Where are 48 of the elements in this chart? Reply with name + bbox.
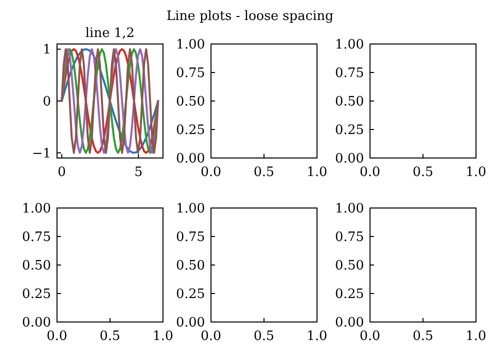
y-tick-label: 0.25	[335, 287, 364, 302]
x-tick-label: 0.5	[412, 165, 434, 180]
y-tick-label: 1.00	[335, 38, 364, 53]
x-tick-label: 0.0	[200, 329, 222, 344]
x-tick-label: 1.0	[152, 329, 174, 344]
y-tick-label: 1	[42, 42, 51, 58]
x-tick-label: 0.5	[100, 329, 120, 344]
y-tick-label: 0	[42, 94, 51, 110]
x-tick-label: 0.5	[254, 329, 274, 344]
x-tick-label: 0.0	[46, 329, 68, 344]
y-tick-label: 0.50	[335, 94, 364, 110]
y-tick-label: 0.75	[176, 230, 205, 246]
y-tick-label: 0.50	[176, 94, 205, 110]
x-tick-label: 1.0	[306, 165, 328, 180]
y-tick-label: 0.25	[176, 123, 205, 138]
y-tick-label: 0.50	[335, 258, 364, 274]
y-tick-label: 1.00	[335, 202, 364, 217]
x-tick-label: 0.0	[360, 165, 380, 180]
x-tick-label: 1.0	[466, 329, 486, 344]
y-tick-label: 0.25	[335, 123, 364, 138]
y-tick-label: 0.00	[335, 316, 364, 331]
y-tick-label: 0.75	[335, 230, 364, 246]
y-tick-label: 0.00	[335, 152, 364, 167]
y-tick-label: 0.75	[335, 66, 364, 82]
y-tick-label: 0.50	[22, 258, 51, 274]
line-series	[60, 48, 160, 154]
y-tick-label: 0.75	[176, 66, 205, 82]
y-tick-label: 0.25	[22, 287, 51, 302]
y-tick-label: −1	[32, 146, 51, 162]
y-tick-label: 0.50	[176, 258, 205, 274]
x-tick-label: 0.0	[360, 329, 380, 344]
y-tick-label: 1.00	[22, 202, 51, 217]
y-tick-label: 0.00	[176, 152, 205, 167]
chart-title: line 1,2	[85, 26, 135, 41]
y-tick-label: 1.00	[176, 202, 205, 217]
x-tick-label: 0.0	[200, 165, 222, 180]
x-tick-label: 1.0	[466, 165, 486, 180]
y-tick-label: 0.00	[176, 316, 205, 331]
y-tick-label: 0.25	[176, 287, 205, 302]
y-tick-label: 0.00	[22, 316, 51, 331]
x-tick-label: 0.5	[412, 329, 434, 344]
x-tick-label: 1.0	[306, 329, 328, 344]
x-tick-label: 0	[58, 165, 66, 180]
x-tick-label: 0.5	[254, 165, 274, 180]
y-tick-label: 1.00	[176, 38, 205, 53]
text: Line plots - loose spacing	[166, 9, 334, 24]
x-tick-label: 5	[134, 165, 143, 180]
y-tick-label: 0.75	[22, 230, 51, 246]
